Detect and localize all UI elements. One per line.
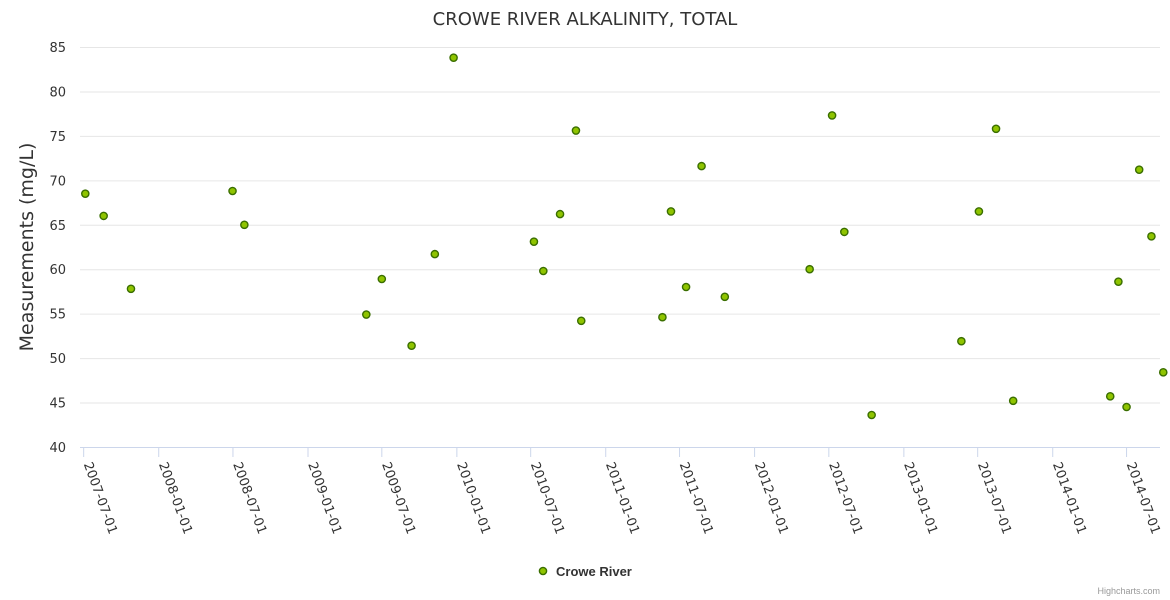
data-point[interactable] <box>1147 232 1156 241</box>
data-point[interactable] <box>571 126 581 135</box>
chart-title: CROWE RIVER ALKALINITY, TOTAL <box>433 9 738 30</box>
y-tick-label: 40 <box>49 441 66 456</box>
grid-lines <box>80 47 1160 404</box>
data-point[interactable] <box>362 310 371 319</box>
y-tick-label: 70 <box>49 174 66 189</box>
x-tick-label: 2007-07-01 <box>80 460 120 536</box>
y-tick-label: 60 <box>49 263 66 278</box>
data-point[interactable] <box>666 207 676 216</box>
x-tick-label: 2014-01-01 <box>1049 460 1089 536</box>
data-point[interactable] <box>430 249 440 259</box>
data-point[interactable] <box>240 220 249 230</box>
data-point[interactable] <box>697 161 706 171</box>
data-point[interactable] <box>1122 402 1131 412</box>
data-point[interactable] <box>539 266 548 276</box>
data-point[interactable] <box>449 53 458 62</box>
x-tick-label: 2009-01-01 <box>304 460 344 536</box>
data-point[interactable] <box>576 316 586 326</box>
data-point[interactable] <box>1114 277 1123 286</box>
x-tick-label: 2012-07-01 <box>825 460 865 536</box>
data-point[interactable] <box>81 189 90 198</box>
data-point[interactable] <box>1134 165 1144 174</box>
x-tick-label: 2008-01-01 <box>155 460 195 536</box>
y-axis-label: Measurements (mg/L) <box>16 143 38 352</box>
data-point[interactable] <box>658 312 667 322</box>
y-tick-label: 80 <box>49 85 66 100</box>
data-point[interactable] <box>681 282 691 292</box>
x-tick-label: 2013-01-01 <box>900 460 940 536</box>
x-tick-label: 2014-07-01 <box>1123 460 1163 536</box>
legend[interactable]: Crowe River <box>538 564 632 579</box>
data-point[interactable] <box>974 207 984 216</box>
x-tick-label: 2010-07-01 <box>527 460 567 536</box>
data-point[interactable] <box>805 264 814 274</box>
legend-marker-icon <box>538 566 548 576</box>
x-tick-label: 2012-01-01 <box>751 460 791 536</box>
data-point[interactable] <box>1008 396 1018 406</box>
data-point[interactable] <box>377 274 387 284</box>
x-tick-label: 2011-01-01 <box>602 460 642 536</box>
y-tick-label: 45 <box>49 397 66 412</box>
data-point[interactable] <box>720 292 730 302</box>
y-tick-label: 75 <box>49 130 66 145</box>
data-point[interactable] <box>957 336 966 346</box>
credits-link[interactable]: Highcharts.com <box>1097 586 1160 596</box>
y-axis-ticks: 40 45 50 55 60 65 70 75 80 85 <box>49 41 66 456</box>
data-point[interactable] <box>1105 392 1115 401</box>
data-point[interactable] <box>126 284 136 294</box>
data-point[interactable] <box>867 410 876 420</box>
y-tick-label: 50 <box>49 352 66 367</box>
y-tick-label: 85 <box>49 41 66 56</box>
x-tick-label: 2010-01-01 <box>453 460 493 536</box>
x-tick-label: 2009-07-01 <box>378 460 418 536</box>
data-point[interactable] <box>407 341 416 350</box>
x-tick-label: 2008-07-01 <box>229 460 269 536</box>
data-point[interactable] <box>827 111 837 120</box>
data-point[interactable] <box>228 186 237 196</box>
series-crowe-river <box>81 53 1168 420</box>
data-point[interactable] <box>99 211 108 221</box>
data-point[interactable] <box>1158 368 1168 377</box>
y-tick-label: 65 <box>49 219 66 234</box>
x-tick-label: 2011-07-01 <box>676 460 716 536</box>
data-point[interactable] <box>991 124 1001 134</box>
legend-item-label[interactable]: Crowe River <box>556 564 632 579</box>
y-tick-label: 55 <box>49 308 66 323</box>
x-tick-label: 2013-07-01 <box>974 460 1014 536</box>
data-point[interactable] <box>529 237 539 246</box>
x-axis-ticks: 2007-07-01 2008-01-01 2008-07-01 2009-01-01… <box>80 447 1163 536</box>
data-point[interactable] <box>555 209 565 219</box>
data-point[interactable] <box>840 227 849 237</box>
